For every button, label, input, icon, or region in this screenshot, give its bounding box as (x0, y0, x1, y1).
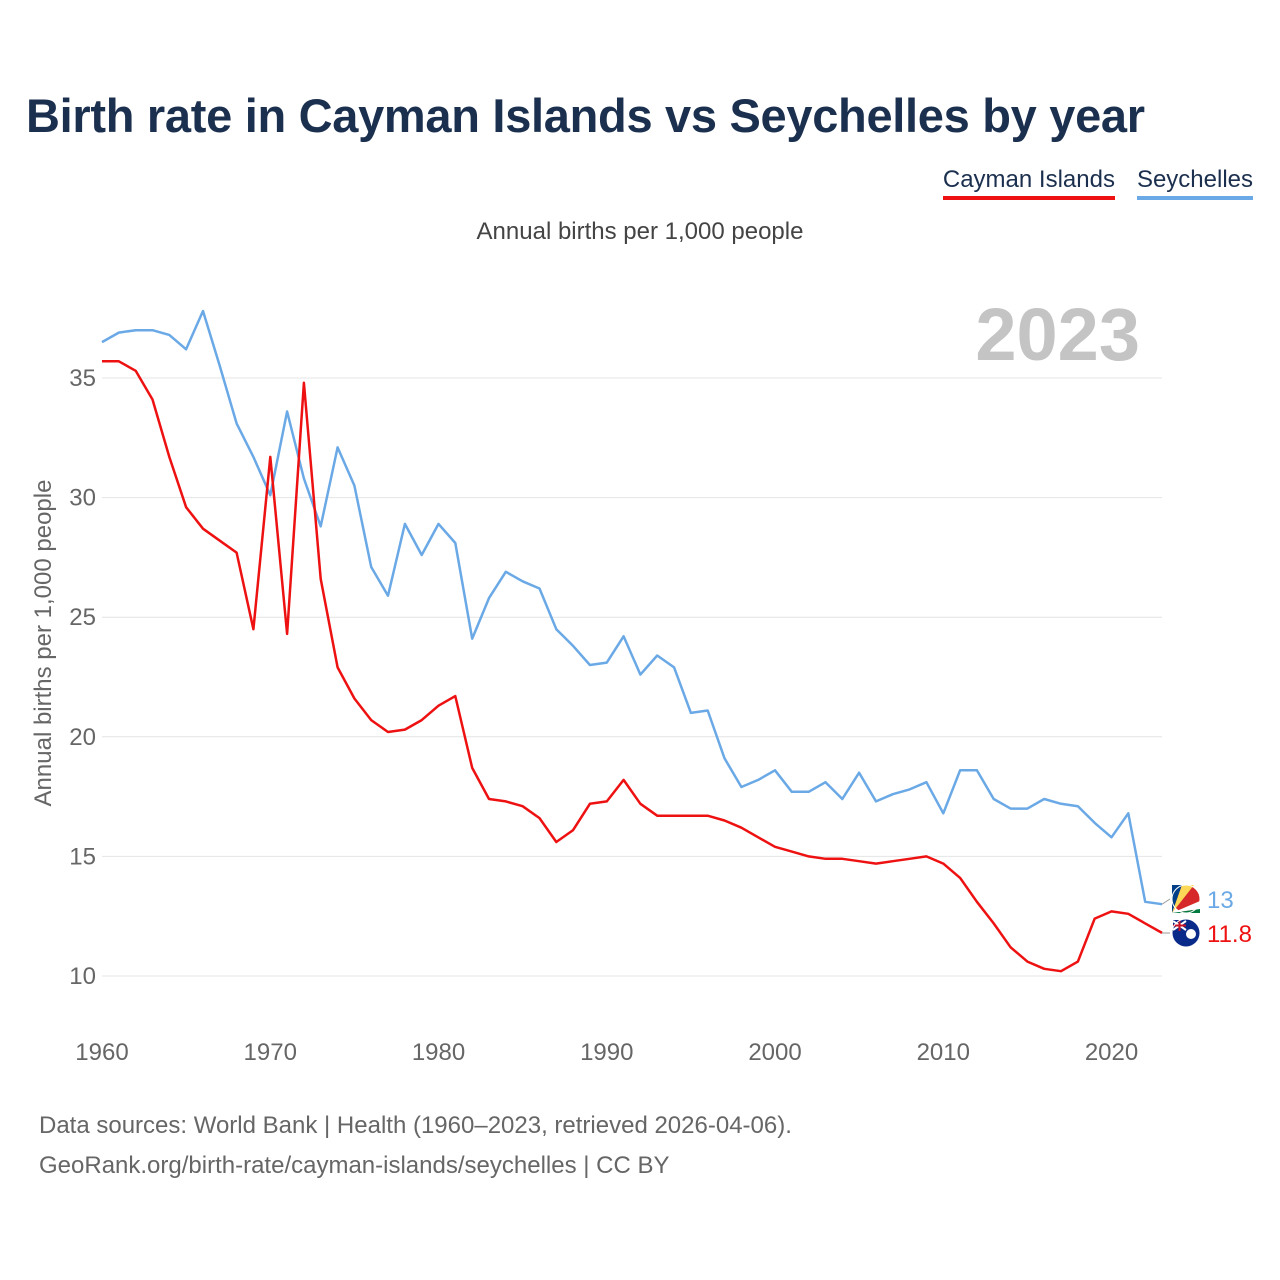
x-tick-label: 2020 (1085, 1039, 1138, 1066)
x-tick-label: 1980 (412, 1039, 465, 1066)
y-tick-label: 30 (69, 485, 96, 512)
series-lines (101, 309, 1163, 973)
gridlines (102, 377, 1162, 977)
chart-title: Birth rate in Cayman Islands vs Seychell… (26, 89, 1145, 142)
y-tick-label: 10 (69, 963, 96, 990)
y-tick-label: 35 (69, 365, 96, 392)
y-tick-label: 25 (69, 604, 96, 631)
legend: Cayman Islands Seychelles (942, 166, 1253, 200)
x-tick-label: 1970 (244, 1039, 297, 1066)
line-chart: 10 15 20 25 30 35 1960 1970 1980 1990 2000 2010 202… (30, 293, 1252, 1066)
legend-item-seychelles[interactable]: Seychelles (1136, 166, 1253, 200)
x-tick-label: 1990 (580, 1039, 633, 1066)
cayman-islands-flag-icon (1171, 918, 1201, 948)
source-note: Data sources: World Bank | Health (1960–… (39, 1106, 792, 1186)
y-axis-label: Annual births per 1,000 people (30, 480, 57, 807)
x-axis-ticks: 1960 1970 1980 1990 2000 2010 2020 (75, 1039, 1138, 1066)
source-line: Data sources: World Bank | Health (1960–… (39, 1112, 792, 1139)
end-value-label: 11.8 (1207, 921, 1252, 948)
series-line-seychelles[interactable] (101, 309, 1163, 906)
y-axis-ticks: 10 15 20 25 30 35 (69, 365, 96, 990)
x-tick-label: 2010 (917, 1039, 970, 1066)
end-value-label: 13 (1207, 887, 1234, 914)
leader-line (1161, 898, 1171, 905)
y-tick-label: 15 (69, 843, 96, 870)
year-label: 2023 (975, 293, 1140, 376)
seychelles-flag-icon (1171, 884, 1201, 914)
y-tick-label: 20 (69, 724, 96, 751)
chart-subtitle: Annual births per 1,000 people (476, 218, 804, 245)
x-tick-label: 2000 (748, 1039, 801, 1066)
series-end-markers: 11.8 13 (1161, 884, 1252, 948)
x-tick-label: 1960 (75, 1039, 128, 1066)
legend-item-cayman-islands[interactable]: Cayman Islands (942, 166, 1115, 200)
series-line-cayman-islands[interactable] (102, 360, 1163, 973)
source-line: GeoRank.org/birth-rate/cayman-islands/se… (39, 1152, 670, 1179)
